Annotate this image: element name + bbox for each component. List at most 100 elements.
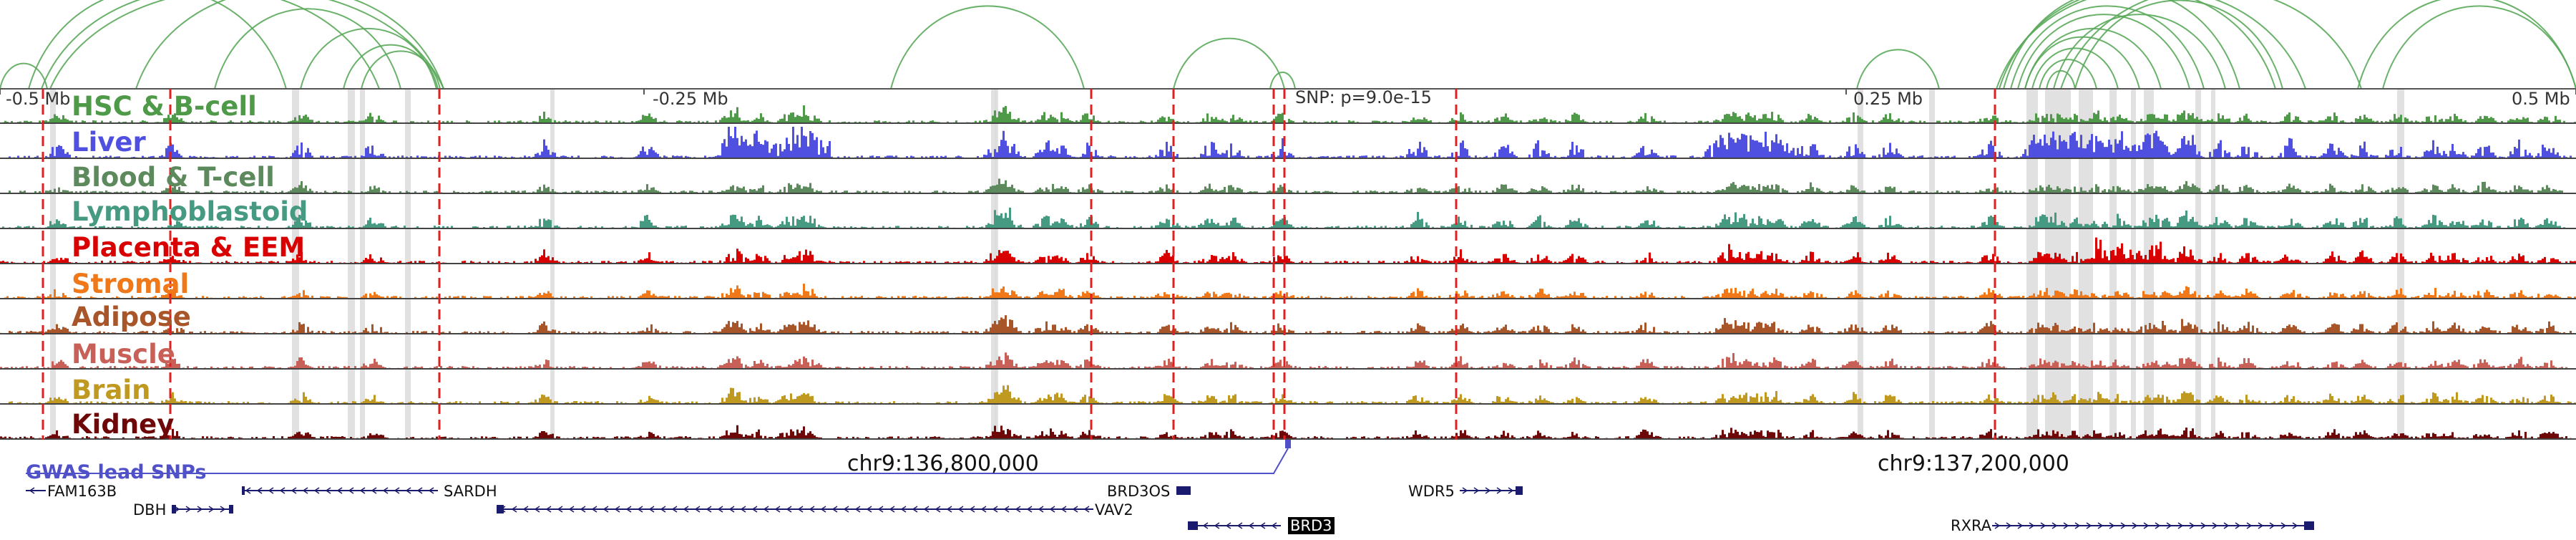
- gene-exon: [242, 486, 245, 495]
- gene-strand-arrow: [2177, 522, 2184, 529]
- gene-strand-arrow: [557, 506, 563, 513]
- gene-strand-arrow: [545, 506, 552, 513]
- gene-strand-arrow: [1060, 506, 1067, 513]
- gene-strand-arrow: [831, 506, 838, 513]
- gene-strand-arrow: [900, 506, 907, 513]
- gene-strand-arrow: [185, 506, 192, 513]
- gene-strand-arrow: [522, 506, 529, 513]
- track-label: Brain: [72, 375, 151, 405]
- gene-strand-arrow: [854, 506, 861, 513]
- track-label: Placenta & EEM: [72, 232, 306, 263]
- gene-strand-arrow: [336, 487, 343, 494]
- gene-label: BRD3OS: [1107, 483, 1171, 500]
- chromatin-loop-arc: [361, 50, 441, 90]
- signal-track-area: [0, 178, 2576, 193]
- gene-strand-arrow: [912, 506, 918, 513]
- chromatin-loop-arc: [2010, 5, 2205, 90]
- track-label: Kidney: [72, 409, 175, 440]
- chromatin-loop-arc: [2074, 0, 2283, 90]
- gene-strand-arrow: [671, 506, 678, 513]
- chromatin-loop-arc: [0, 62, 48, 90]
- gene-strand-arrow: [660, 506, 666, 513]
- track-label: Blood & T-cell: [72, 162, 275, 193]
- gwas-connector-line: [26, 448, 1289, 474]
- gene-strand-arrow: [2143, 522, 2150, 529]
- gene-strand-arrow: [1202, 522, 1209, 529]
- gene-strand-arrow: [591, 506, 597, 513]
- gene-strand-arrow: [245, 487, 251, 494]
- gene-strand-arrow: [2017, 522, 2024, 529]
- gene-strand-arrow: [889, 506, 895, 513]
- chromatin-loop-arc: [2046, 69, 2076, 90]
- gene-label: FAM163B: [47, 483, 117, 500]
- chromatin-loop-arc: [1269, 71, 1296, 90]
- gene-strand-arrow: [923, 506, 930, 513]
- gene-strand-arrow: [2200, 522, 2207, 529]
- chromatin-loop-arc: [2017, 14, 2190, 90]
- gene-exon: [2304, 521, 2314, 530]
- axis-tick-label: -0.5 Mb: [6, 89, 71, 109]
- gene-strand-arrow: [683, 506, 689, 513]
- gene-strand-arrow: [325, 487, 331, 494]
- gene-strand-arrow: [809, 506, 815, 513]
- gene-strand-arrow: [1259, 522, 1266, 529]
- gene-strand-arrow: [2166, 522, 2172, 529]
- gene-strand-arrow: [2086, 522, 2092, 529]
- coordinate-label: chr9:136,800,000: [847, 451, 1039, 476]
- gene-strand-arrow: [1508, 487, 1514, 494]
- gene-label: RXRA: [1951, 517, 1992, 534]
- gene-strand-arrow: [2097, 522, 2104, 529]
- gene-exon: [172, 505, 176, 514]
- gene-strand-arrow: [2269, 522, 2275, 529]
- gene-strand-arrow: [602, 506, 609, 513]
- gene-strand-arrow: [1473, 487, 1480, 494]
- gene-strand-arrow: [416, 487, 423, 494]
- gene-strand-arrow: [2235, 522, 2241, 529]
- gene-strand-arrow: [969, 506, 975, 513]
- chromatin-loop-arc: [2039, 59, 2097, 90]
- gene-strand-arrow: [1026, 506, 1033, 513]
- gene-strand-arrow: [877, 506, 884, 513]
- gene-strand-arrow: [2155, 522, 2161, 529]
- axis-tick-label: 0.25 Mb: [1853, 89, 1923, 109]
- gene-strand-arrow: [843, 506, 849, 513]
- gene-strand-arrow: [797, 506, 804, 513]
- gene-strand-arrow: [1994, 522, 2001, 529]
- gene-strand-arrow: [740, 506, 746, 513]
- gene-strand-arrow: [1038, 506, 1044, 513]
- gene-strand-arrow: [751, 506, 758, 513]
- gene-exon: [229, 505, 233, 514]
- gene-strand-arrow: [1271, 522, 1277, 529]
- gene-label: SARDH: [444, 483, 497, 500]
- gene-strand-arrow: [763, 506, 769, 513]
- track-label: Muscle: [72, 339, 175, 370]
- chromatin-loop-arc: [2003, 0, 2240, 90]
- gene-strand-arrow: [2212, 522, 2218, 529]
- gene-strand-arrow: [2051, 522, 2058, 529]
- gene-strand-arrow: [2223, 522, 2230, 529]
- gene-strand-arrow: [348, 487, 354, 494]
- chromatin-loop-arc: [2053, 14, 2226, 90]
- signal-track-area: [0, 352, 2576, 368]
- chromatin-loop-arc: [2382, 5, 2576, 90]
- gene-strand-arrow: [394, 487, 400, 494]
- gene-strand-arrow: [1015, 506, 1021, 513]
- gene-strand-arrow: [382, 487, 389, 494]
- gene-strand-arrow: [637, 506, 643, 513]
- track-label: Liver: [72, 127, 146, 158]
- axis-tick-label: -0.25 Mb: [653, 89, 728, 109]
- gene-strand-arrow: [359, 487, 366, 494]
- gene-strand-arrow: [1248, 522, 1254, 529]
- gene-exon: [1516, 486, 1523, 495]
- gene-strand-arrow: [614, 506, 620, 513]
- gene-strand-arrow: [291, 487, 297, 494]
- signal-track-area: [0, 207, 2576, 228]
- gene-strand-arrow: [302, 487, 308, 494]
- gene-strand-arrow: [1072, 506, 1078, 513]
- gene-strand-arrow: [866, 506, 872, 513]
- gene-strand-arrow: [2132, 522, 2138, 529]
- gene-strand-arrow: [568, 506, 575, 513]
- gene-strand-arrow: [534, 506, 540, 513]
